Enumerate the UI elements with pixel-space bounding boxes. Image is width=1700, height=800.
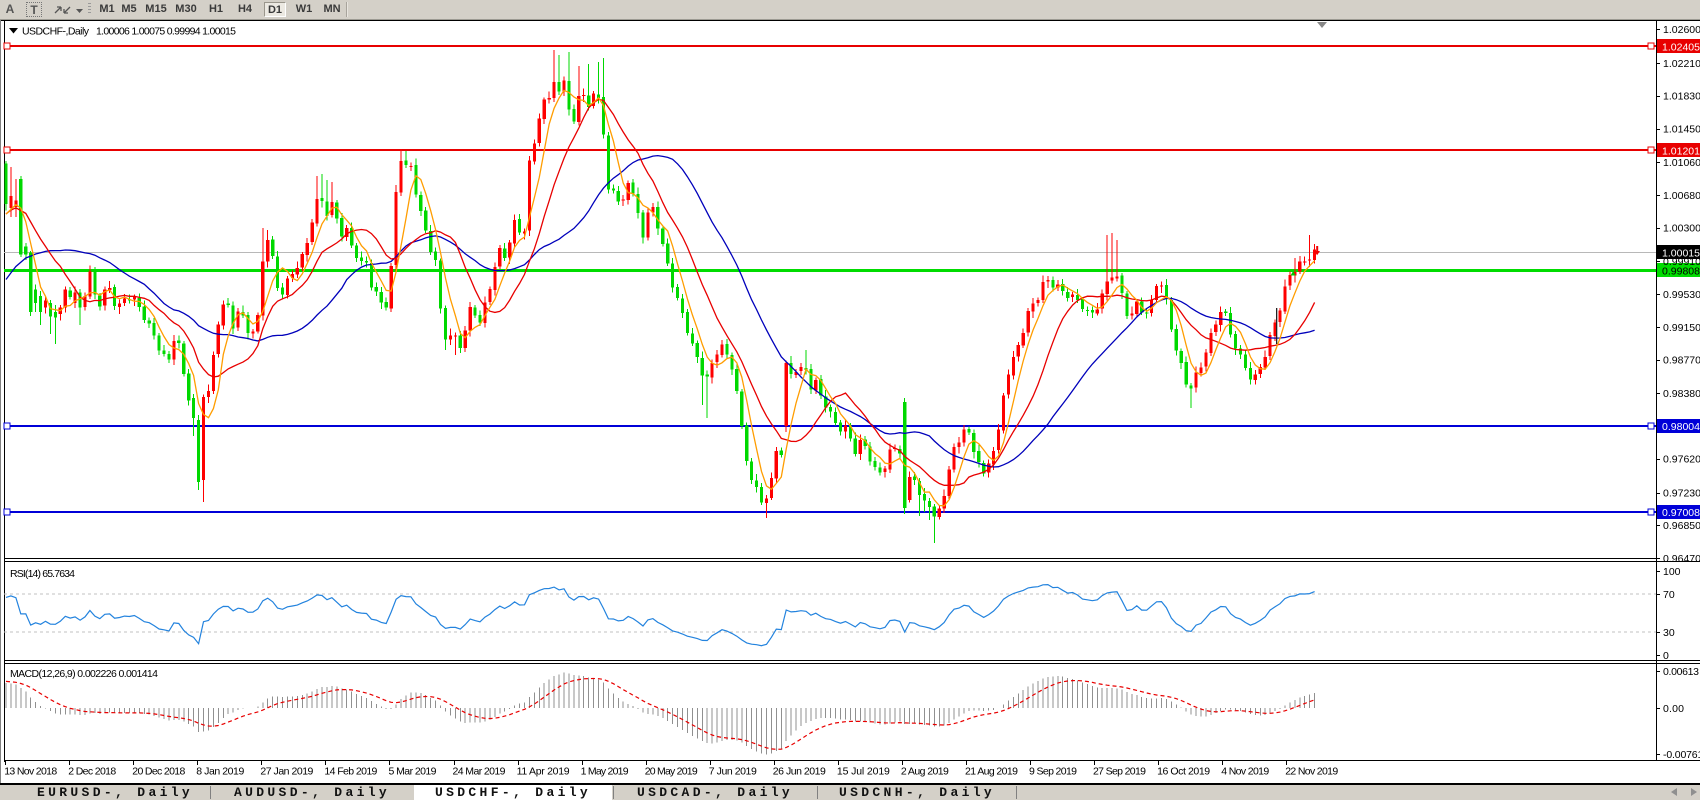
svg-text:0.99150: 0.99150 bbox=[1663, 322, 1700, 334]
svg-text:1.02210: 1.02210 bbox=[1663, 58, 1700, 70]
svg-text:2 Dec 2018: 2 Dec 2018 bbox=[68, 766, 116, 778]
svg-text:30: 30 bbox=[1663, 627, 1675, 639]
svg-text:1.01201: 1.01201 bbox=[1662, 145, 1700, 157]
svg-text:4 Nov 2019: 4 Nov 2019 bbox=[1221, 766, 1269, 778]
svg-text:0.00613: 0.00613 bbox=[1663, 666, 1699, 678]
svg-text:8 Jan 2019: 8 Jan 2019 bbox=[196, 766, 244, 778]
svg-text:0.97620: 0.97620 bbox=[1663, 454, 1700, 466]
svg-text:0.99910: 0.99910 bbox=[1663, 256, 1700, 268]
svg-text:22 Nov 2019: 22 Nov 2019 bbox=[1285, 766, 1338, 778]
svg-text:0: 0 bbox=[1663, 650, 1669, 662]
svg-text:100: 100 bbox=[1663, 566, 1681, 578]
svg-text:2 Aug 2019: 2 Aug 2019 bbox=[901, 766, 949, 778]
svg-text:21 Aug 2019: 21 Aug 2019 bbox=[965, 766, 1018, 778]
svg-text:1.01060: 1.01060 bbox=[1663, 157, 1700, 169]
svg-text:20 Dec 2018: 20 Dec 2018 bbox=[132, 766, 185, 778]
svg-text:9 Sep 2019: 9 Sep 2019 bbox=[1029, 766, 1077, 778]
svg-text:1 May 2019: 1 May 2019 bbox=[581, 766, 629, 778]
svg-text:-0.007612: -0.007612 bbox=[1663, 749, 1700, 761]
svg-text:0.97008: 0.97008 bbox=[1662, 507, 1700, 519]
svg-text:1.00006 1.00075 0.99994 1.0001: 1.00006 1.00075 0.99994 1.00015 bbox=[96, 26, 236, 38]
svg-text:1.00680: 1.00680 bbox=[1663, 190, 1700, 202]
svg-text:26 Jun 2019: 26 Jun 2019 bbox=[773, 766, 826, 778]
svg-text:27 Sep 2019: 27 Sep 2019 bbox=[1093, 766, 1146, 778]
svg-text:70: 70 bbox=[1663, 589, 1675, 601]
svg-text:1.02405: 1.02405 bbox=[1662, 41, 1700, 53]
svg-text:14 Feb 2019: 14 Feb 2019 bbox=[324, 766, 377, 778]
svg-text:16 Oct 2019: 16 Oct 2019 bbox=[1157, 766, 1210, 778]
svg-text:0.96850: 0.96850 bbox=[1663, 520, 1700, 532]
svg-text:20 May 2019: 20 May 2019 bbox=[645, 766, 698, 778]
svg-text:0.96470: 0.96470 bbox=[1663, 553, 1700, 565]
svg-text:0.97230: 0.97230 bbox=[1663, 487, 1700, 499]
svg-text:1.01450: 1.01450 bbox=[1663, 123, 1700, 135]
svg-text:0.99808: 0.99808 bbox=[1662, 266, 1700, 278]
svg-text:RSI(14) 65.7634: RSI(14) 65.7634 bbox=[10, 568, 75, 580]
svg-text:1.00300: 1.00300 bbox=[1663, 223, 1700, 235]
svg-text:0.98770: 0.98770 bbox=[1663, 355, 1700, 367]
svg-text:0.98380: 0.98380 bbox=[1663, 388, 1700, 400]
svg-text:1.01830: 1.01830 bbox=[1663, 91, 1700, 103]
svg-text:MACD(12,26,9) 0.002226 0.00141: MACD(12,26,9) 0.002226 0.001414 bbox=[10, 668, 158, 680]
svg-text:5 Mar 2019: 5 Mar 2019 bbox=[389, 766, 437, 778]
svg-text:27 Jan 2019: 27 Jan 2019 bbox=[260, 766, 313, 778]
svg-text:1.02600: 1.02600 bbox=[1663, 24, 1700, 36]
svg-text:0.99530: 0.99530 bbox=[1663, 289, 1700, 301]
svg-text:0.98004: 0.98004 bbox=[1662, 421, 1700, 433]
svg-text:0.00: 0.00 bbox=[1663, 703, 1684, 715]
svg-text:13 Nov 2018: 13 Nov 2018 bbox=[4, 766, 57, 778]
svg-text:15 Jul 2019: 15 Jul 2019 bbox=[837, 766, 890, 778]
svg-text:1.00015: 1.00015 bbox=[1662, 248, 1700, 260]
svg-text:11 Apr 2019: 11 Apr 2019 bbox=[517, 766, 570, 778]
svg-text:7 Jun 2019: 7 Jun 2019 bbox=[709, 766, 757, 778]
svg-text:USDCHF-,Daily: USDCHF-,Daily bbox=[22, 26, 90, 38]
svg-text:24 Mar 2019: 24 Mar 2019 bbox=[453, 766, 506, 778]
